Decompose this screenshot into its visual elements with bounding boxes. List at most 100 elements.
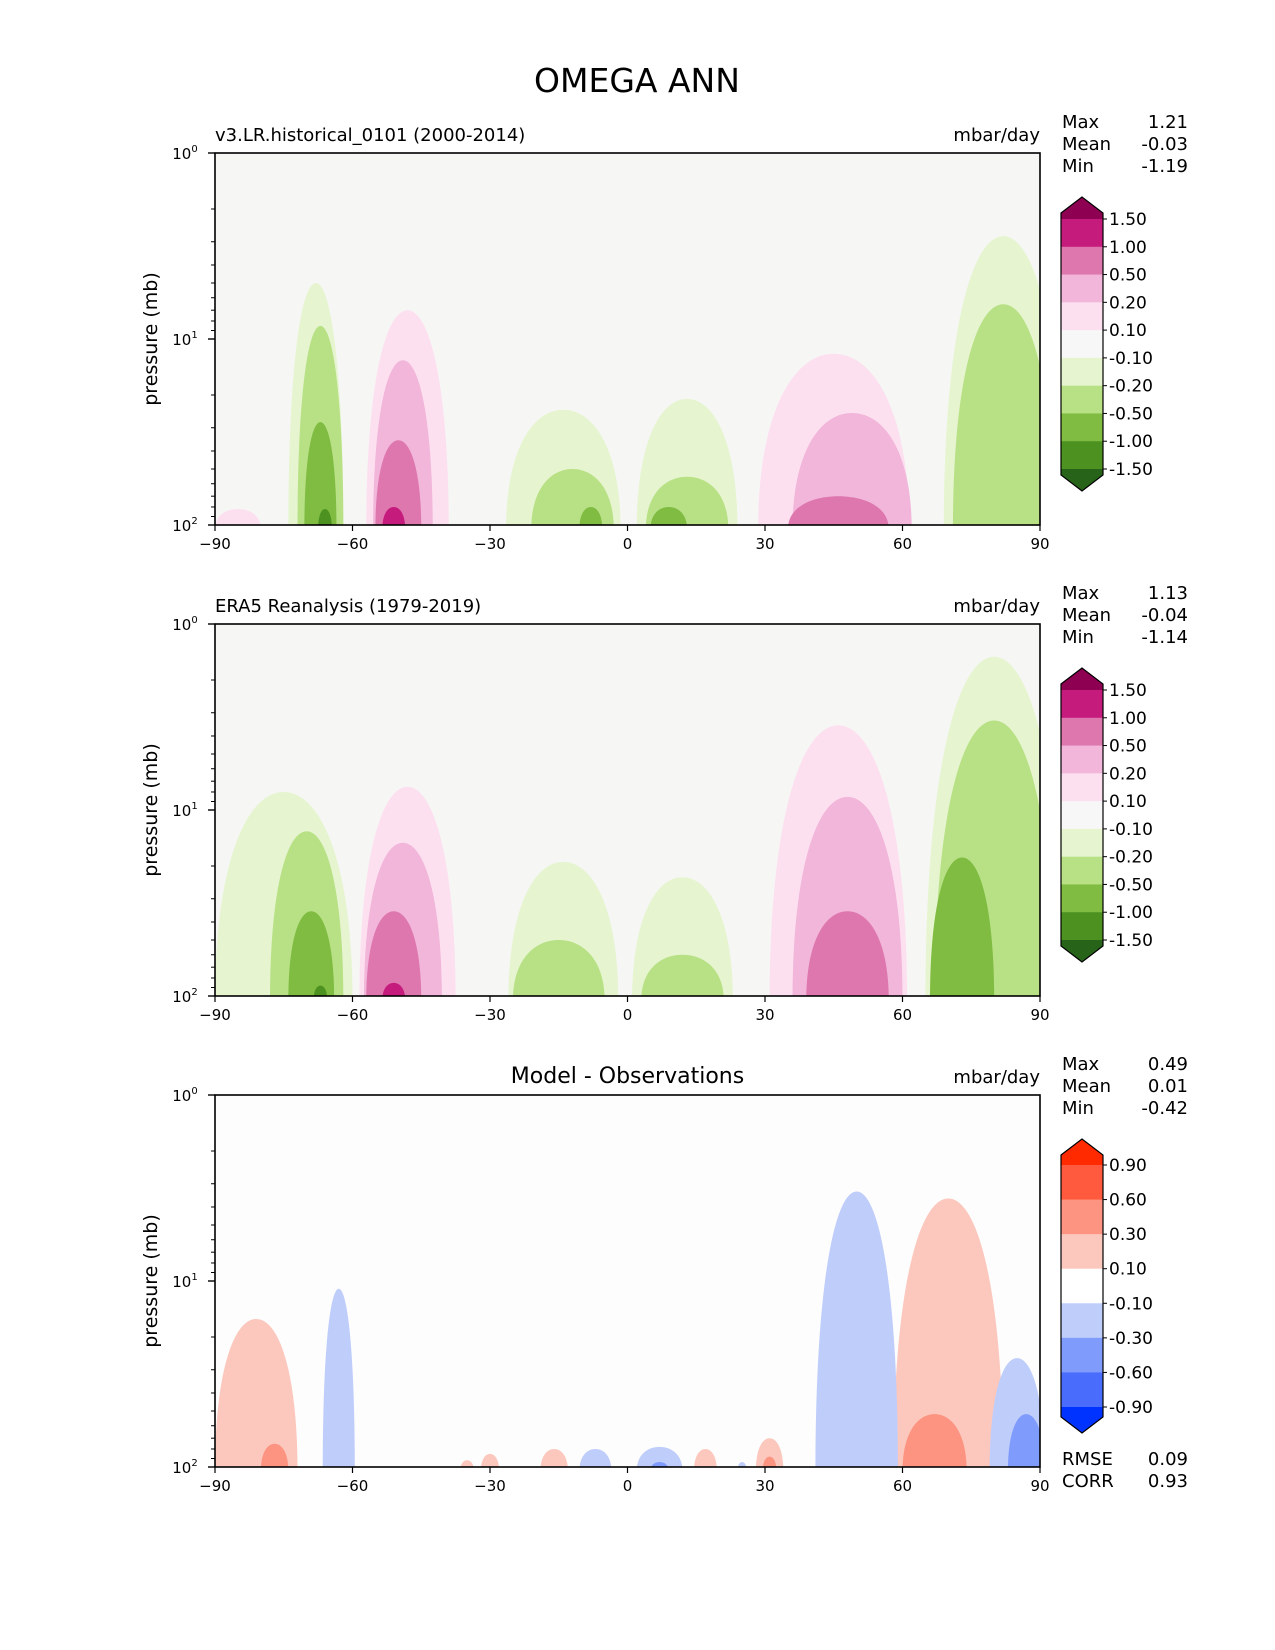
- contour-region--0p10: [637, 1446, 683, 1467]
- colorbar-bin: [1061, 773, 1103, 802]
- colorbar-tick-label: -0.10: [1109, 820, 1153, 840]
- colorbar-tick-label: -0.10: [1109, 1294, 1153, 1314]
- x-tick-label: 0: [623, 535, 633, 553]
- colorbar-tick-label: 0.60: [1109, 1191, 1147, 1211]
- stat-value: -0.42: [1141, 1098, 1188, 1119]
- contour-region--0p10: [579, 1448, 612, 1467]
- colorbar-outline: [1060, 196, 1104, 492]
- colorbar-outline: [1060, 667, 1104, 963]
- stat-label: Max: [1062, 1054, 1100, 1075]
- colorbar-bin: [1061, 856, 1103, 885]
- colorbar-tick-label: -1.00: [1109, 432, 1153, 452]
- colorbar-tick-label: -0.50: [1109, 875, 1153, 895]
- colorbar-bin: [1061, 801, 1103, 830]
- x-tick-label: 90: [1030, 1477, 1049, 1495]
- contour-region--0p50: [641, 954, 724, 996]
- y-tick-label: 100: [172, 1086, 197, 1105]
- contour-region--0p10: [737, 1462, 747, 1467]
- figure-title: OMEGA ANN: [534, 61, 740, 100]
- x-tick-label: −90: [199, 1477, 231, 1495]
- colorbar-extend-max: [1061, 197, 1103, 219]
- y-tick-exponent: 2: [191, 1458, 197, 1469]
- contour-region-0p10: [540, 1448, 568, 1467]
- y-tick-exponent: 1: [191, 1272, 197, 1283]
- contour-region-1p50: [382, 506, 406, 525]
- stat-value: 1.13: [1148, 583, 1188, 604]
- colorbar-bin: [1061, 274, 1103, 303]
- colorbar-tick-label: -0.20: [1109, 848, 1153, 868]
- x-tick-label: 30: [755, 1477, 774, 1495]
- panel-title: ERA5 Reanalysis (1979-2019): [215, 596, 481, 617]
- colorbar-tick-label: -0.90: [1109, 1398, 1153, 1418]
- contour-region-0p30: [762, 1456, 777, 1467]
- contour-region-0p10: [460, 1460, 474, 1467]
- stat-label: Mean: [1062, 605, 1111, 626]
- x-tick-label: 90: [1030, 535, 1049, 553]
- x-tick-label: 30: [755, 1006, 774, 1024]
- panel-title: v3.LR.historical_0101 (2000-2014): [215, 125, 525, 146]
- x-tick-label: 60: [893, 1477, 912, 1495]
- colorbar-bin: [1061, 357, 1103, 387]
- y-tick-exponent: 2: [191, 987, 197, 998]
- x-tick-label: −90: [199, 535, 231, 553]
- contour-region--0p30: [1008, 1414, 1040, 1467]
- contour-region--0p30: [651, 1462, 668, 1467]
- colorbar-bin: [1061, 690, 1103, 719]
- colorbar-bin: [1061, 302, 1103, 331]
- colorbar-bin: [1061, 1234, 1103, 1270]
- colorbar-tick-label: -0.20: [1109, 377, 1153, 397]
- y-axis-label: pressure (mb): [140, 743, 162, 877]
- contour-region-0p10: [755, 1438, 784, 1467]
- colorbar-extend-min: [1061, 940, 1103, 962]
- y-tick-label: 102: [172, 987, 197, 1006]
- colorbar-outline: [1060, 1138, 1104, 1434]
- y-tick-label: 102: [172, 1458, 197, 1477]
- contour-region-0p10: [694, 1448, 717, 1467]
- y-tick-label: 102: [172, 516, 197, 535]
- stat-value: -0.03: [1141, 134, 1188, 155]
- colorbar-bin: [1061, 1268, 1103, 1304]
- contour-region-1p00: [806, 911, 889, 996]
- y-axis-label: pressure (mb): [140, 272, 162, 406]
- colorbar-bin: [1061, 413, 1103, 442]
- contour-region-0p50: [792, 413, 912, 525]
- panel-title: Model - Observations: [511, 1064, 744, 1089]
- colorbar-bin: [1061, 441, 1103, 470]
- colorbar-tick-label: 1.00: [1109, 709, 1147, 729]
- stat-value: 0.01: [1148, 1076, 1188, 1097]
- x-tick-label: −90: [199, 1006, 231, 1024]
- contour-regions: [215, 1191, 1040, 1467]
- y-tick-exponent: 0: [191, 1086, 197, 1097]
- colorbar-tick-label: -1.50: [1109, 460, 1153, 480]
- colorbar-extend-max: [1061, 1139, 1103, 1165]
- x-tick-label: 0: [623, 1006, 633, 1024]
- colorbar-tick-label: 0.20: [1109, 764, 1147, 784]
- contour-region--1p50: [313, 985, 328, 996]
- y-tick-exponent: 0: [191, 615, 197, 626]
- y-tick-label: 101: [172, 330, 197, 349]
- colorbar-tick-label: 0.10: [1109, 1260, 1147, 1280]
- contour-region-0p10: [481, 1453, 499, 1467]
- units-label: mbar/day: [953, 596, 1040, 617]
- colorbar-extend-min: [1061, 1407, 1103, 1433]
- stat-label: Min: [1062, 627, 1094, 648]
- contour-region-1p00: [366, 911, 422, 996]
- contour-region--0p50: [952, 304, 1040, 525]
- stat-value: 0.49: [1148, 1054, 1188, 1075]
- contour-region-1p00: [788, 496, 889, 525]
- colorbar-tick-label: 0.10: [1109, 321, 1147, 341]
- colorbar-bin: [1061, 912, 1103, 941]
- x-tick-label: 60: [893, 535, 912, 553]
- metric-label: RMSE: [1062, 1449, 1113, 1470]
- contour-regions: [215, 656, 1040, 996]
- contour-region--1p50: [318, 508, 332, 525]
- contour-region--1p00: [579, 506, 603, 525]
- y-tick-label: 101: [172, 1272, 197, 1291]
- colorbar-tick-label: 0.50: [1109, 737, 1147, 757]
- stat-label: Mean: [1062, 1076, 1111, 1097]
- colorbar-tick-label: 1.50: [1109, 210, 1147, 230]
- y-tick-exponent: 0: [191, 144, 197, 155]
- stat-label: Max: [1062, 583, 1100, 604]
